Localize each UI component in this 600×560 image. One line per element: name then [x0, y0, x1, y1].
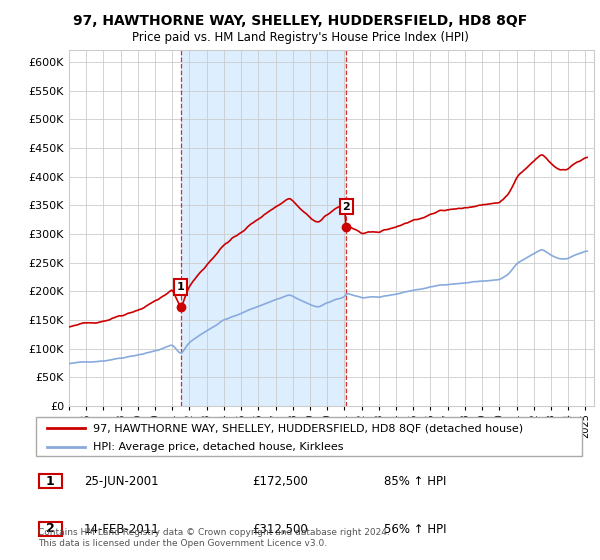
Text: Price paid vs. HM Land Registry's House Price Index (HPI): Price paid vs. HM Land Registry's House … — [131, 31, 469, 44]
FancyBboxPatch shape — [36, 417, 582, 456]
FancyBboxPatch shape — [39, 521, 62, 536]
Text: Contains HM Land Registry data © Crown copyright and database right 2024.
This d: Contains HM Land Registry data © Crown c… — [38, 528, 389, 548]
Text: 25-JUN-2001: 25-JUN-2001 — [84, 475, 158, 488]
Text: 14-FEB-2011: 14-FEB-2011 — [84, 522, 160, 536]
Text: £312,500: £312,500 — [252, 522, 308, 536]
Text: 2: 2 — [343, 202, 350, 212]
Text: 85% ↑ HPI: 85% ↑ HPI — [384, 475, 446, 488]
Text: 2: 2 — [46, 522, 55, 535]
Text: 97, HAWTHORNE WAY, SHELLEY, HUDDERSFIELD, HD8 8QF (detached house): 97, HAWTHORNE WAY, SHELLEY, HUDDERSFIELD… — [94, 423, 523, 433]
Text: 1: 1 — [46, 474, 55, 488]
Text: 1: 1 — [177, 282, 185, 292]
FancyBboxPatch shape — [39, 474, 62, 488]
Text: HPI: Average price, detached house, Kirklees: HPI: Average price, detached house, Kirk… — [94, 442, 344, 451]
Bar — [181, 50, 346, 406]
Text: £172,500: £172,500 — [252, 475, 308, 488]
Text: 56% ↑ HPI: 56% ↑ HPI — [384, 522, 446, 536]
Text: 97, HAWTHORNE WAY, SHELLEY, HUDDERSFIELD, HD8 8QF: 97, HAWTHORNE WAY, SHELLEY, HUDDERSFIELD… — [73, 14, 527, 28]
